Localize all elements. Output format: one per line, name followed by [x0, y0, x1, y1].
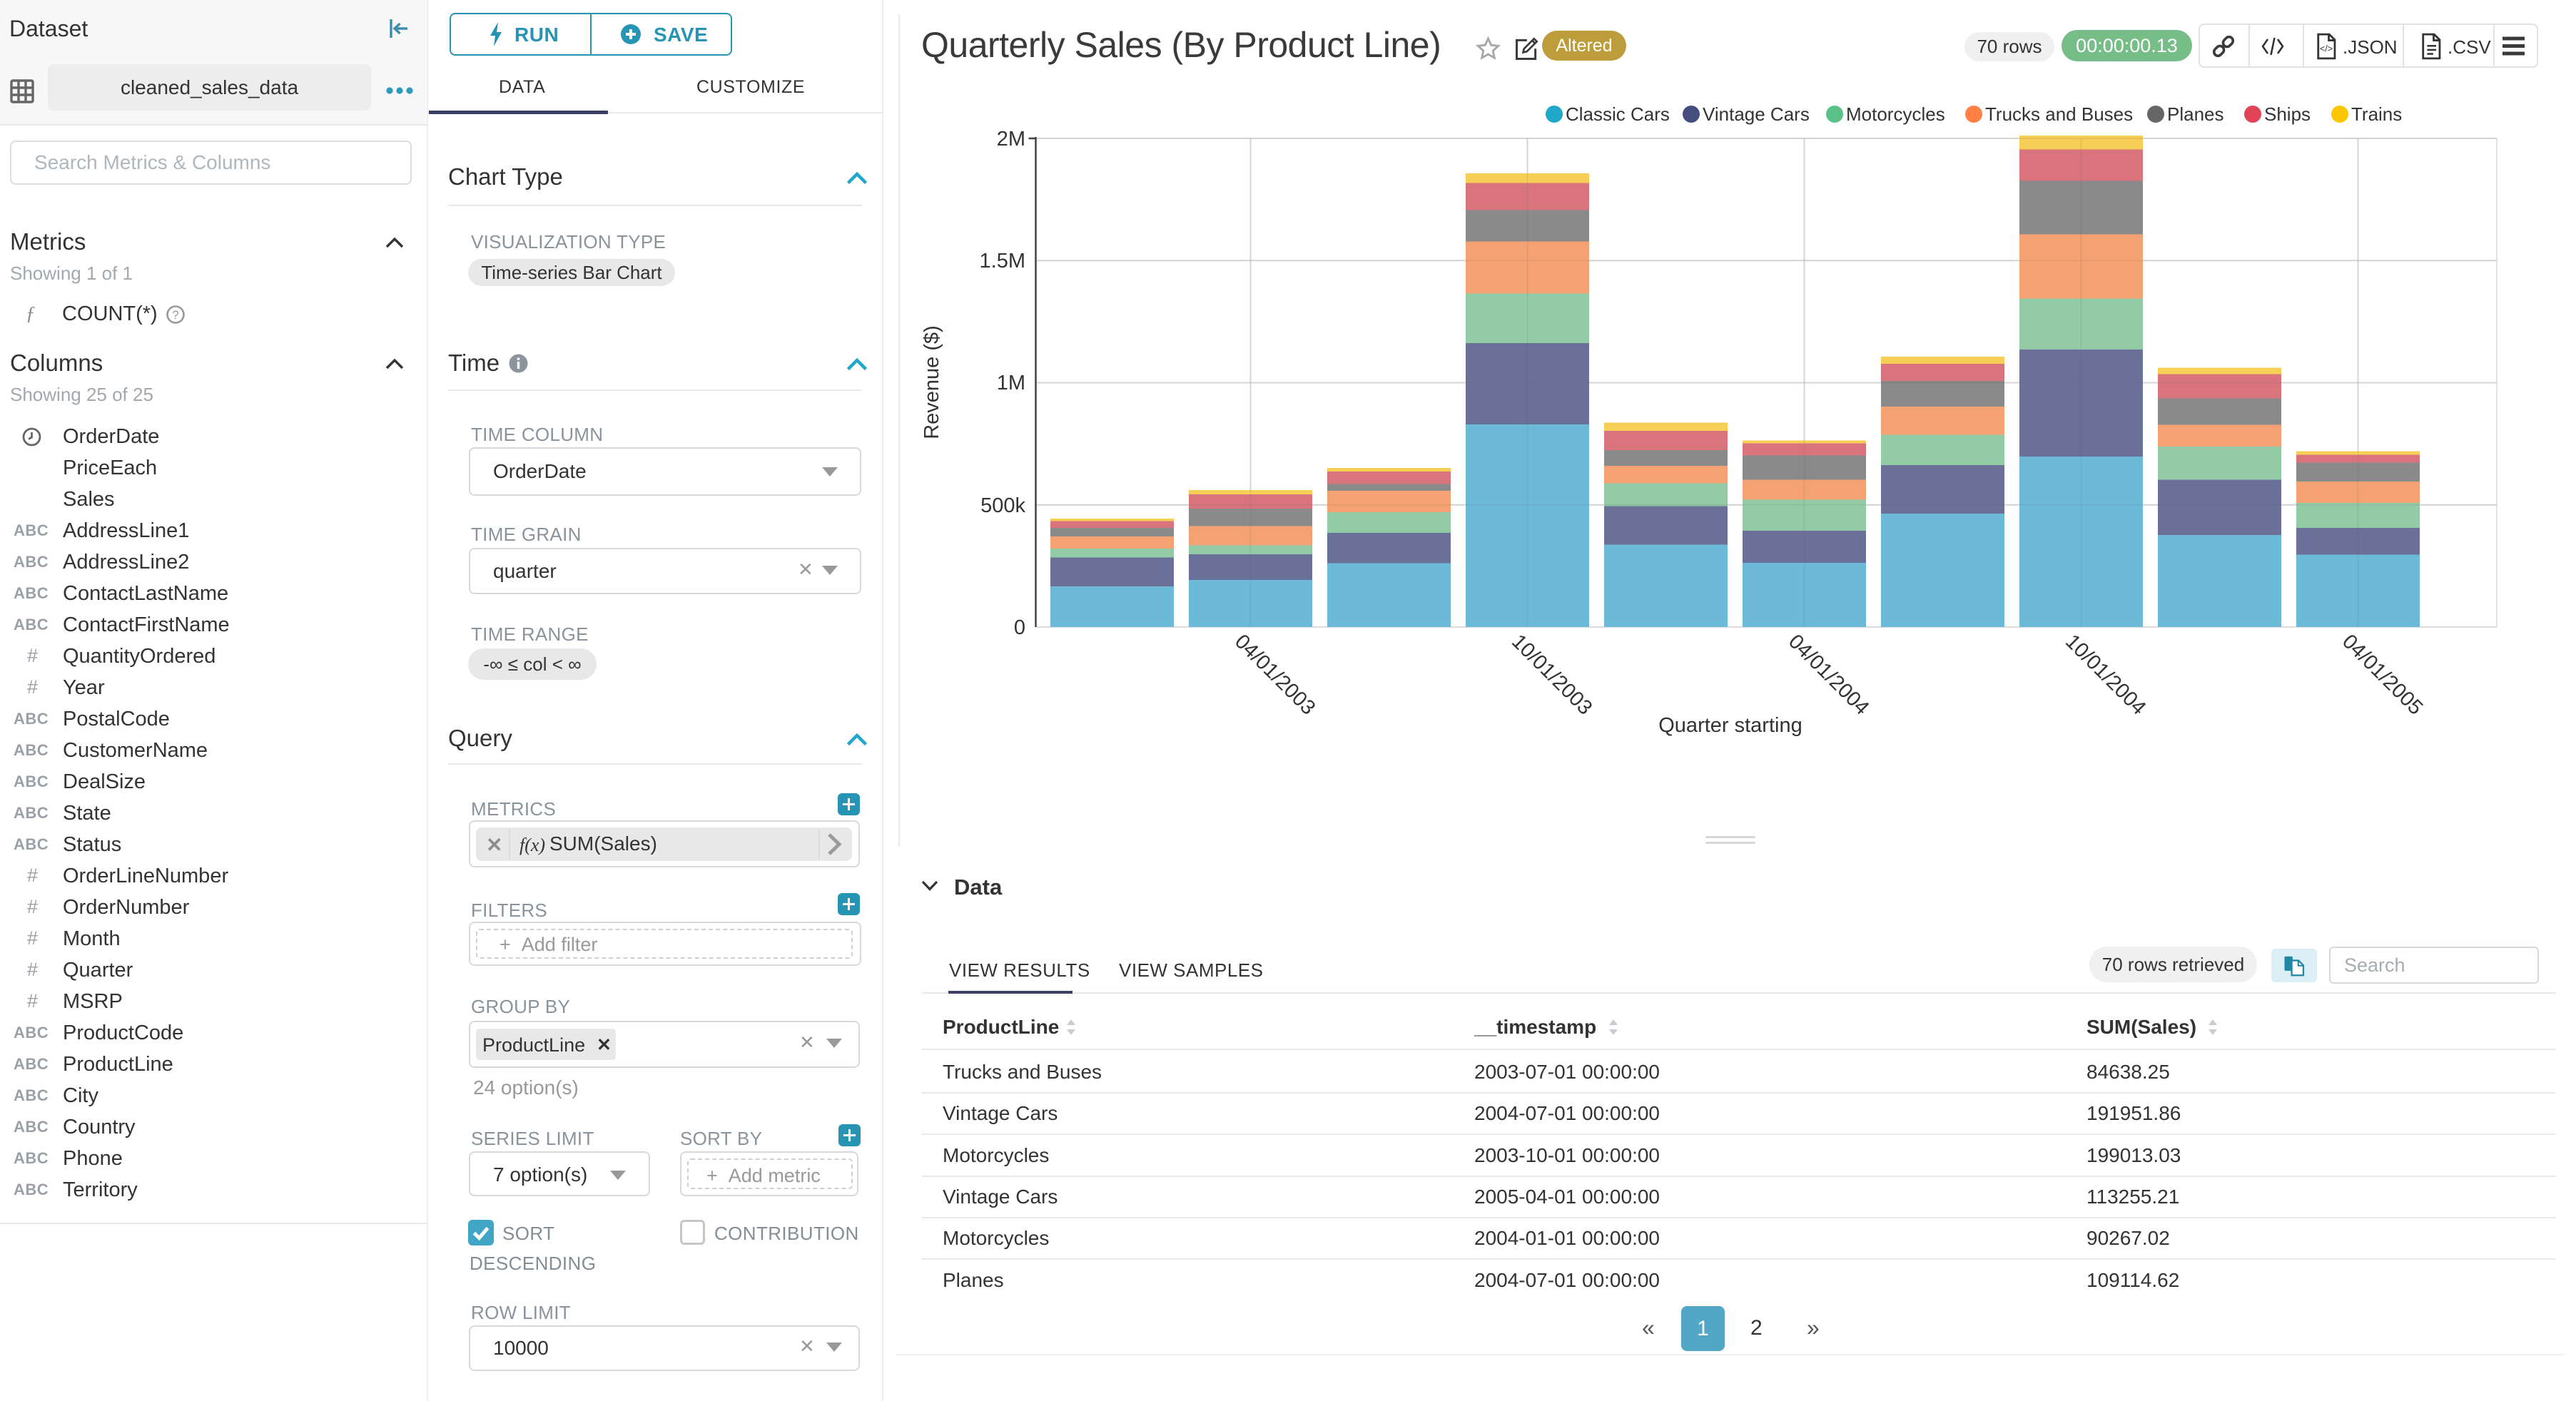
- svg-text:Vintage Cars: Vintage Cars: [1703, 103, 1810, 125]
- svg-text:04/01/2003: 04/01/2003: [1230, 630, 1319, 719]
- svg-text:1M: 1M: [997, 372, 1025, 394]
- svg-text:Planes: Planes: [2167, 103, 2224, 125]
- svg-text:04/01/2004: 04/01/2004: [1784, 630, 1873, 719]
- svg-text:04/01/2005: 04/01/2005: [2338, 630, 2427, 719]
- svg-text:Motorcycles: Motorcycles: [1846, 103, 1945, 125]
- svg-text:Revenue ($): Revenue ($): [921, 325, 943, 439]
- svg-text:0: 0: [1014, 616, 1025, 639]
- svg-text:</>: </>: [2320, 44, 2333, 54]
- svg-text:?: ?: [172, 308, 178, 322]
- svg-text:1.5M: 1.5M: [980, 250, 1025, 272]
- svg-text:Trains: Trains: [2351, 103, 2402, 125]
- svg-text:Classic Cars: Classic Cars: [1566, 103, 1670, 125]
- svg-text:Trucks and Buses: Trucks and Buses: [1985, 103, 2133, 125]
- svg-text:10/01/2004: 10/01/2004: [2061, 630, 2150, 719]
- svg-text:Ships: Ships: [2264, 103, 2311, 125]
- svg-text:2M: 2M: [997, 128, 1025, 151]
- svg-text:Quarter starting: Quarter starting: [1658, 714, 1802, 737]
- svg-text:500k: 500k: [980, 494, 1025, 517]
- svg-text:10/01/2003: 10/01/2003: [1507, 630, 1596, 719]
